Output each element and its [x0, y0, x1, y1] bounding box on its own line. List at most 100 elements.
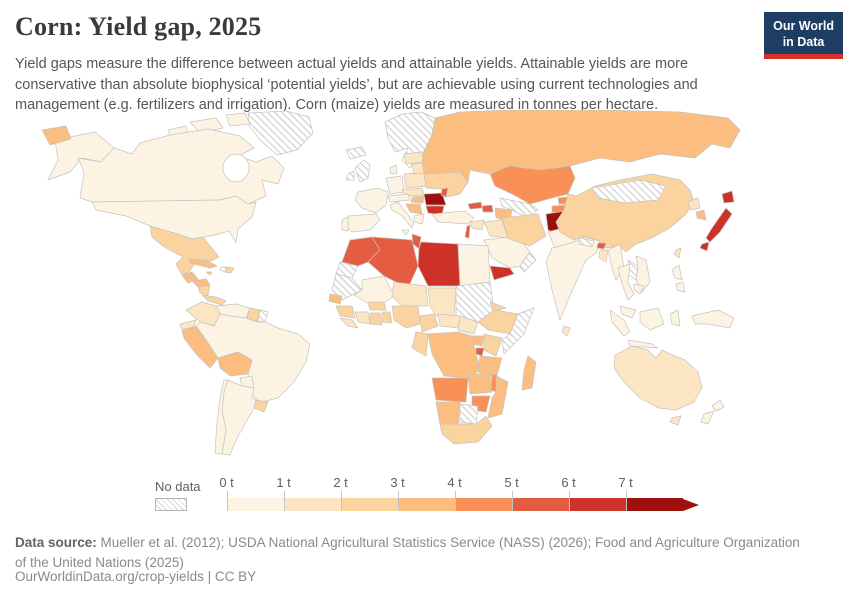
country-rwanda-burundi[interactable]: [475, 347, 485, 357]
country-canada[interactable]: [77, 128, 285, 205]
country-madagascar[interactable]: [521, 355, 537, 391]
country-nepal[interactable]: [578, 237, 595, 248]
country-greece[interactable]: [413, 213, 425, 225]
country-dr-congo[interactable]: [427, 331, 481, 379]
country-baltic-states[interactable]: [403, 151, 425, 165]
country-peru[interactable]: [181, 325, 219, 369]
country-ivory-coast[interactable]: [354, 311, 371, 325]
legend-segment[interactable]: [340, 498, 398, 511]
country-hungary[interactable]: [410, 195, 425, 204]
country-guatemala[interactable]: [181, 271, 199, 284]
country-philippines[interactable]: [675, 281, 686, 293]
legend-segment[interactable]: [226, 498, 284, 511]
country-ethiopia[interactable]: [477, 309, 519, 335]
attribution-link[interactable]: OurWorldinData.org/crop-yields | CC BY: [15, 569, 257, 584]
legend-segment[interactable]: [454, 498, 512, 511]
country-united-kingdom[interactable]: [354, 159, 371, 183]
country-costa-rica-panama[interactable]: [201, 294, 227, 306]
country-russia-chukotka[interactable]: [41, 125, 72, 146]
country-denmark[interactable]: [389, 164, 398, 175]
country-egypt[interactable]: [457, 243, 491, 287]
country-ghana[interactable]: [369, 312, 383, 326]
country-senegal[interactable]: [328, 293, 343, 305]
country-switzerland-austria[interactable]: [387, 193, 411, 203]
country-mexico[interactable]: [149, 225, 220, 276]
country-kenya[interactable]: [483, 333, 503, 357]
country-libya[interactable]: [417, 241, 461, 287]
country-argentina[interactable]: [221, 379, 257, 456]
country-malaysia[interactable]: [619, 305, 637, 319]
country-bolivia[interactable]: [217, 351, 253, 377]
country-italy-sicily[interactable]: [401, 229, 410, 236]
country-mauritania[interactable]: [331, 273, 363, 301]
country-jamaica[interactable]: [205, 271, 213, 276]
country-south-sudan[interactable]: [457, 315, 479, 335]
country-eritrea[interactable]: [489, 301, 507, 312]
country-togo-benin[interactable]: [381, 311, 393, 324]
country-italy[interactable]: [389, 201, 415, 229]
country-turkey[interactable]: [431, 210, 475, 225]
country-indonesia-sumatra[interactable]: [609, 309, 631, 337]
country-mongolia[interactable]: [591, 179, 667, 204]
country-moldova[interactable]: [440, 187, 449, 198]
country-uruguay[interactable]: [253, 399, 269, 413]
world-choropleth-map[interactable]: [40, 110, 810, 475]
country-somalia[interactable]: [501, 307, 535, 355]
country-nigeria[interactable]: [391, 305, 421, 329]
country-canada[interactable]: [189, 117, 224, 134]
country-new-guinea[interactable]: [691, 309, 735, 329]
country-suriname[interactable]: [257, 309, 269, 323]
country-united-states-alaska[interactable]: [47, 131, 115, 181]
country-japan-honshu[interactable]: [705, 207, 733, 243]
country-sri-lanka[interactable]: [561, 325, 571, 337]
country-congo-gabon[interactable]: [411, 331, 429, 357]
country-chile[interactable]: [214, 379, 229, 455]
country-united-states[interactable]: [91, 195, 257, 244]
country-japan-hokkaido[interactable]: [721, 190, 735, 204]
country-germany[interactable]: [385, 175, 405, 195]
country-georgia[interactable]: [467, 201, 483, 210]
country-bangladesh[interactable]: [598, 249, 609, 263]
country-new-zealand-south[interactable]: [700, 410, 715, 425]
country-cuba[interactable]: [187, 258, 218, 269]
country-canada[interactable]: [225, 112, 251, 127]
country-taiwan[interactable]: [673, 247, 682, 259]
country-spain[interactable]: [347, 213, 381, 233]
owid-logo[interactable]: Our World in Data: [764, 12, 843, 60]
country-zambia[interactable]: [467, 373, 493, 395]
country-greenland[interactable]: [247, 110, 314, 156]
country-new-zealand-north[interactable]: [711, 399, 725, 412]
country-chad[interactable]: [427, 287, 457, 317]
country-france[interactable]: [354, 187, 389, 214]
country-indonesia-sulawesi[interactable]: [669, 309, 681, 327]
legend-segment[interactable]: [511, 498, 569, 511]
country-iceland[interactable]: [345, 146, 367, 160]
country-portugal[interactable]: [341, 216, 349, 232]
legend-segment[interactable]: [625, 498, 683, 511]
country-russia[interactable]: [421, 110, 741, 183]
country-south-korea[interactable]: [695, 209, 707, 221]
country-croatia-serbia[interactable]: [405, 203, 423, 215]
country-syria[interactable]: [469, 219, 485, 231]
country-cameroon[interactable]: [419, 313, 439, 333]
country-ireland[interactable]: [345, 170, 355, 181]
country-vietnam[interactable]: [635, 255, 651, 293]
country-burkina-faso[interactable]: [367, 301, 387, 311]
legend-segment[interactable]: [283, 498, 341, 511]
country-bhutan[interactable]: [596, 242, 607, 250]
legend-segment[interactable]: [568, 498, 626, 511]
country-guinea[interactable]: [335, 305, 356, 319]
country-mozambique[interactable]: [487, 375, 509, 419]
country-romania[interactable]: [423, 192, 447, 206]
country-niger[interactable]: [391, 281, 429, 307]
country-philippines[interactable]: [671, 264, 683, 281]
country-oman[interactable]: [519, 251, 537, 273]
country-japan-kyushu[interactable]: [699, 241, 710, 252]
country-south-africa[interactable]: [439, 415, 493, 445]
country-nicaragua[interactable]: [197, 284, 211, 296]
country-iran[interactable]: [501, 213, 547, 247]
legend-segment[interactable]: [397, 498, 455, 511]
country-dominican-republic[interactable]: [224, 266, 235, 274]
country-indonesia-borneo[interactable]: [639, 307, 665, 331]
country-thailand[interactable]: [617, 263, 635, 301]
